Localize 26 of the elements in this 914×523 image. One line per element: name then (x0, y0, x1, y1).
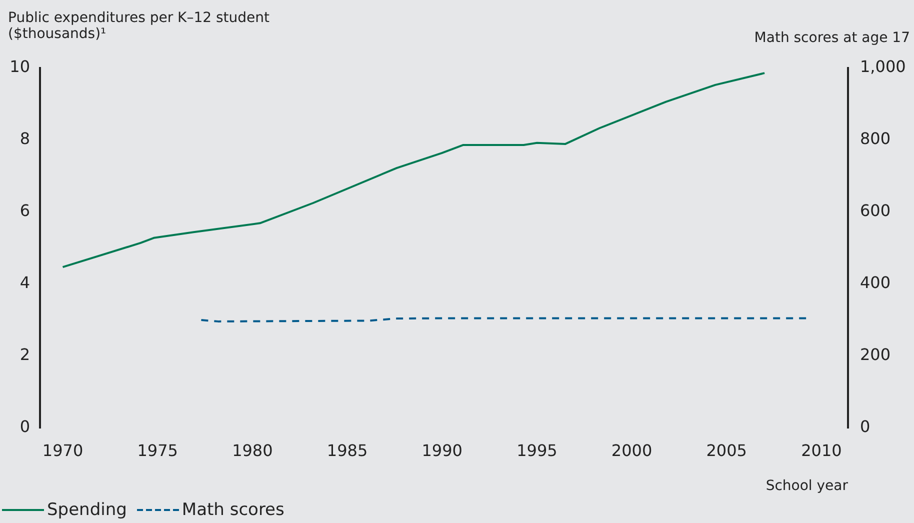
x-axis-title: School year (766, 478, 848, 494)
y-axis-title: Public expenditures per K–12 student ($thousands)¹ (8, 10, 271, 42)
y2-tick-label: 0 (860, 417, 870, 436)
y2-tick-label: 1,000 (860, 57, 906, 76)
y2-tick-label: 400 (860, 273, 891, 292)
y-tick-label: 2 (20, 345, 30, 364)
x-tick-label: 1985 (326, 440, 368, 460)
x-tick-label: 2000 (611, 440, 652, 460)
x-tick-label: 2010 (801, 440, 842, 460)
legend-label: Spending (47, 500, 127, 520)
x-tick-label: 1990 (422, 440, 462, 460)
y-tick-label: 8 (20, 129, 30, 148)
y-tick-label: 4 (20, 273, 30, 292)
y2-tick-label: 600 (860, 201, 891, 220)
y-tick-label: 0 (20, 417, 30, 436)
y2-axis-title: Math scores at age 17 (754, 30, 910, 46)
y-tick-label: 10 (10, 57, 30, 76)
x-tick-label: 1980 (232, 440, 273, 460)
y-tick-label: 6 (20, 201, 30, 220)
x-tick-label: 1995 (516, 440, 558, 460)
x-tick-label: 1975 (137, 440, 178, 460)
x-tick-label: 2005 (706, 440, 747, 460)
y2-tick-label: 200 (860, 345, 891, 364)
legend-label: Math scores (182, 500, 284, 520)
y2-tick-label: 800 (860, 129, 891, 148)
x-tick-label: 1970 (42, 440, 84, 460)
